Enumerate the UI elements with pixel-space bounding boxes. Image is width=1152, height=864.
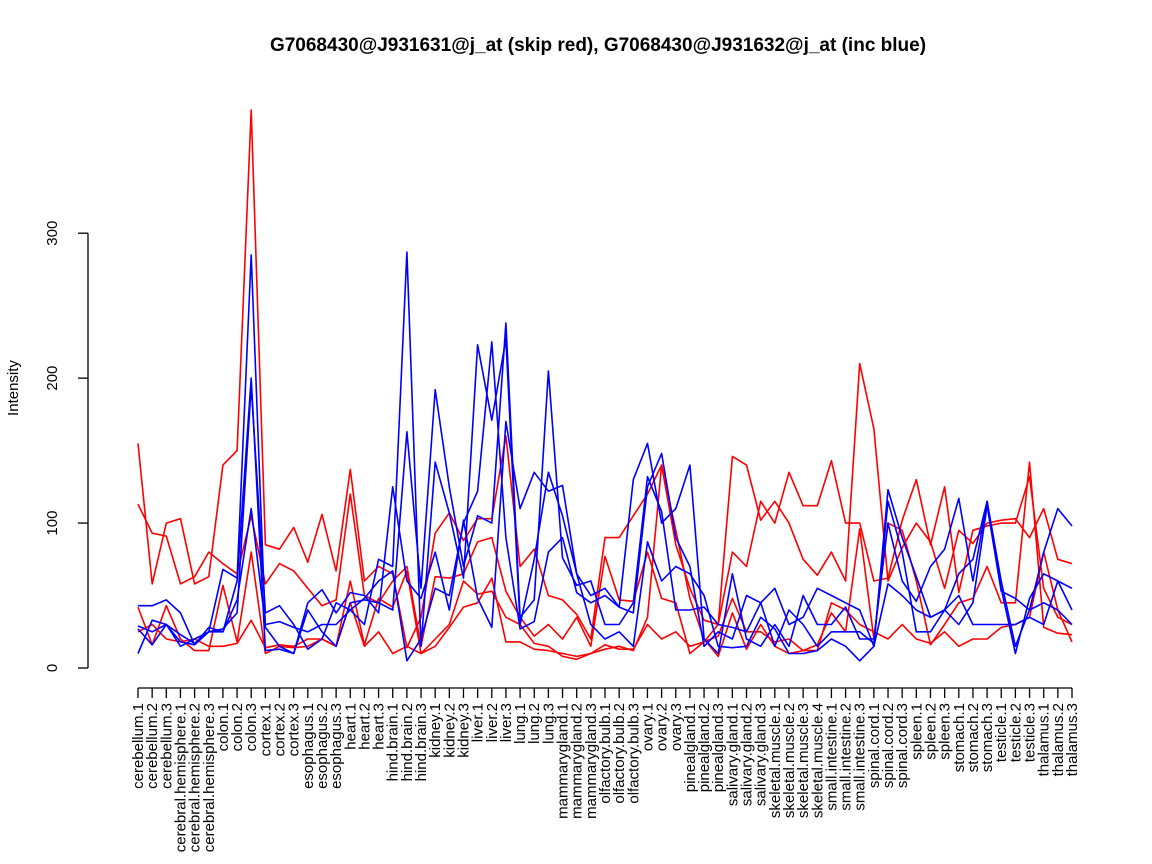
x-tick-label: thalamus.2 (1050, 703, 1067, 776)
x-tick-label: liver.1 (470, 703, 487, 742)
y-axis: 0 100 200 300 (44, 221, 89, 672)
x-tick-label: hind.brain.2 (399, 703, 416, 781)
x-tick-label: spleen.2 (922, 703, 939, 760)
x-tick-label: skeletal.muscle.3 (795, 703, 812, 818)
x-tick-label: liver.2 (484, 703, 501, 742)
x-tick-label: colon.2 (229, 703, 246, 751)
x-tick-label: spleen.1 (908, 703, 925, 760)
x-tick-label: esophagus.2 (314, 703, 331, 789)
x-tick-label: ovary.1 (639, 703, 656, 751)
y-tick-label: 300 (44, 221, 61, 246)
x-tick-label: olfactory.bulb.3 (625, 703, 642, 804)
x-tick-label: colon.3 (243, 703, 260, 751)
x-tick-label: cortex.3 (286, 703, 303, 756)
series-line-2 (137, 459, 1073, 655)
x-tick-label: kidney.3 (455, 703, 472, 758)
x-tick-label: hind.brain.1 (385, 703, 402, 781)
x-tick-label: small.intestine.2 (838, 703, 855, 811)
x-tick-label: esophagus.1 (300, 703, 317, 789)
x-tick-label: pinealgland.2 (696, 703, 713, 792)
x-tick-label: cerebellum.3 (158, 703, 175, 789)
x-tick-label: cortex.1 (257, 703, 274, 756)
x-tick-label: lung.2 (526, 703, 543, 744)
series-line-5 (137, 254, 1073, 655)
x-tick-label: liver.3 (498, 703, 515, 742)
x-tick-label: stomach.1 (951, 703, 968, 772)
x-tick-label: olfactory.bulb.2 (611, 703, 628, 804)
x-tick-label: cerebral.hemisphere.2 (187, 703, 204, 852)
x-tick-label: heart.1 (342, 703, 359, 750)
x-tick-label: salivary.gland.1 (724, 703, 741, 806)
x-tick-label: hind.brain.3 (413, 703, 430, 781)
x-tick-label: skeletal.muscle.2 (781, 703, 798, 818)
series-line-4 (137, 464, 1073, 658)
x-tick-label: lung.3 (540, 703, 557, 744)
x-tick-label: cerebellum.1 (130, 703, 147, 789)
series-line-8 (137, 341, 1073, 662)
x-tick-label: mammarygland.1 (555, 703, 572, 819)
x-tick-label: heart.3 (371, 703, 388, 750)
series-line-6 (138, 322, 1073, 655)
series-line-1 (137, 109, 1073, 649)
x-tick-label: cerebellum.2 (144, 703, 161, 789)
chart-title: G7068430@J931631@j_at (skip red), G70684… (270, 35, 926, 56)
x-tick-label: heart.2 (356, 703, 373, 750)
x-tick-label: pinealgland.1 (682, 703, 699, 792)
x-tick-label: stomach.2 (965, 703, 982, 772)
x-tick-label: testicle.2 (1007, 703, 1024, 762)
x-tick-label: cerebral.hemisphere.3 (201, 703, 218, 852)
x-tick-label: ovary.3 (668, 703, 685, 751)
x-tick-label: spinal.cord.2 (880, 703, 897, 788)
x-tick-label: stomach.3 (979, 703, 996, 772)
y-tick-label: 0 (44, 664, 61, 672)
x-tick-label: ovary.2 (654, 703, 671, 751)
x-tick-label: cortex.2 (272, 703, 289, 756)
y-tick-label: 200 (44, 366, 61, 391)
series-layer (137, 109, 1073, 662)
x-tick-label: salivary.gland.2 (739, 703, 756, 806)
x-tick-label: pinealgland.3 (710, 703, 727, 792)
x-tick-label: small.intestine.1 (823, 703, 840, 811)
x-tick-label: lung.1 (512, 703, 529, 744)
x-tick-label: small.intestine.3 (852, 703, 869, 811)
x-tick-label: kidney.1 (427, 703, 444, 758)
x-tick-label: colon.1 (215, 703, 232, 751)
x-tick-label: mammarygland.3 (583, 703, 600, 819)
x-tick-label: testicle.1 (993, 703, 1010, 762)
x-tick-label: spinal.cord.3 (894, 703, 911, 788)
y-axis-label: Intensity (5, 360, 22, 416)
x-tick-label: thalamus.1 (1036, 703, 1053, 776)
x-tick-label: spleen.3 (937, 703, 954, 760)
x-tick-label: kidney.2 (441, 703, 458, 758)
x-tick-label: esophagus.3 (328, 703, 345, 789)
series-line-3 (137, 461, 1073, 661)
x-tick-label: olfactory.bulb.1 (597, 703, 614, 804)
x-tick-label: skeletal.muscle.1 (767, 703, 784, 818)
series-line-7 (137, 251, 1073, 662)
x-tick-label: skeletal.muscle.4 (809, 703, 826, 818)
x-axis: cerebellum.1cerebellum.2cerebellum.3cere… (130, 687, 1081, 852)
x-tick-label: testicle.3 (1022, 703, 1039, 762)
x-tick-label: salivary.gland.3 (753, 703, 770, 806)
x-tick-label: thalamus.3 (1064, 703, 1081, 776)
x-tick-label: spinal.cord.1 (866, 703, 883, 788)
y-tick-label: 100 (44, 511, 61, 536)
x-tick-label: cerebral.hemisphere.1 (172, 703, 189, 852)
x-tick-label: mammarygland.2 (569, 703, 586, 819)
